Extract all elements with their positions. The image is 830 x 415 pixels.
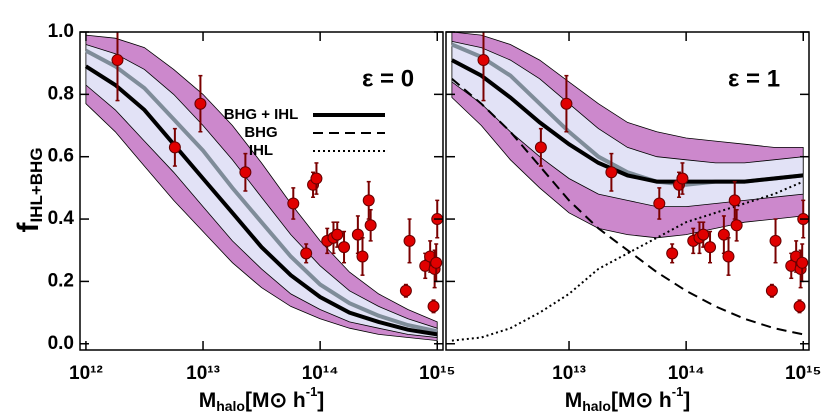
data-point — [676, 172, 689, 185]
plot-area — [84, 32, 443, 342]
annotation: ε = 1 — [728, 65, 780, 92]
x-label-sub: halo — [216, 398, 245, 414]
data-point — [704, 241, 717, 254]
data-point — [362, 194, 375, 207]
data-point — [430, 256, 443, 269]
data-point — [560, 97, 573, 110]
x-label-main: M — [199, 389, 217, 412]
data-point — [605, 166, 618, 179]
line — [450, 58, 804, 184]
line — [451, 180, 804, 342]
x-label-sub: halo — [582, 398, 611, 414]
data-point — [477, 54, 490, 67]
data-point — [331, 228, 344, 241]
x-label-end: ] — [317, 389, 324, 412]
x-label-rest: [M⊙ h — [245, 389, 306, 412]
data-point — [310, 172, 323, 185]
y-tick-label: 0.8 — [48, 83, 74, 104]
data-point — [168, 141, 181, 154]
x-tick-label: 10¹⁵ — [419, 363, 455, 384]
data-point — [722, 250, 735, 263]
x-label-end: ] — [683, 389, 690, 412]
data-point — [111, 54, 124, 67]
y-tick-label: 1.0 — [48, 21, 74, 42]
y-label-main: f — [12, 222, 45, 233]
data-point — [697, 228, 710, 241]
data-point — [364, 219, 377, 232]
plot-frame — [445, 31, 810, 351]
band — [451, 40, 804, 207]
data-point — [427, 300, 440, 313]
x-tick-label: 10¹³ — [552, 363, 586, 384]
data-point — [300, 247, 313, 260]
x-axis-label: Mhalo[M⊙ h-1] — [565, 384, 691, 413]
data-point — [356, 250, 369, 263]
legend-label: IHL — [249, 142, 273, 159]
y-label-sub: IHL+BHG — [27, 147, 46, 222]
y-tick-label: 0.4 — [48, 208, 75, 229]
data-point — [653, 197, 666, 210]
data-point — [399, 284, 412, 297]
plot-frame — [79, 31, 444, 351]
x-tick-label: 10¹⁴ — [668, 363, 705, 384]
y-tick-label: 0.6 — [48, 146, 74, 167]
x-axis-label: Mhalo[M⊙ h-1] — [199, 384, 325, 413]
data-point — [287, 197, 300, 210]
y-axis-label: fIHL+BHG — [12, 147, 47, 232]
data-point — [796, 256, 809, 269]
data-point — [666, 247, 679, 260]
annotation: ε = 0 — [362, 65, 414, 92]
y-tick-label: 0.2 — [48, 270, 74, 291]
data-point — [194, 97, 207, 110]
plot-area — [450, 32, 809, 342]
x-tick-label: 10¹⁴ — [302, 363, 339, 384]
y-tick-label: 0.0 — [48, 333, 74, 354]
x-label-sup: -1 — [672, 384, 684, 399]
data-point — [534, 141, 547, 154]
line — [451, 78, 804, 336]
x-tick-label: 10¹³ — [186, 363, 220, 384]
x-label-rest: [M⊙ h — [611, 389, 672, 412]
x-tick-label: 10¹⁵ — [785, 363, 821, 384]
data-point — [403, 234, 416, 247]
data-point — [338, 241, 351, 254]
data-point — [769, 234, 782, 247]
line — [84, 48, 438, 334]
data-point — [793, 300, 806, 313]
data-point — [728, 194, 741, 207]
data-point — [765, 284, 778, 297]
data-point — [730, 219, 743, 232]
x-label-main: M — [565, 389, 583, 412]
x-label-sup: -1 — [306, 384, 318, 399]
line — [84, 64, 438, 337]
x-tick-label: 10¹² — [69, 363, 103, 384]
data-point — [239, 166, 252, 179]
legend-label: BHG + IHL — [224, 106, 299, 123]
legend-label: BHG — [244, 124, 277, 141]
